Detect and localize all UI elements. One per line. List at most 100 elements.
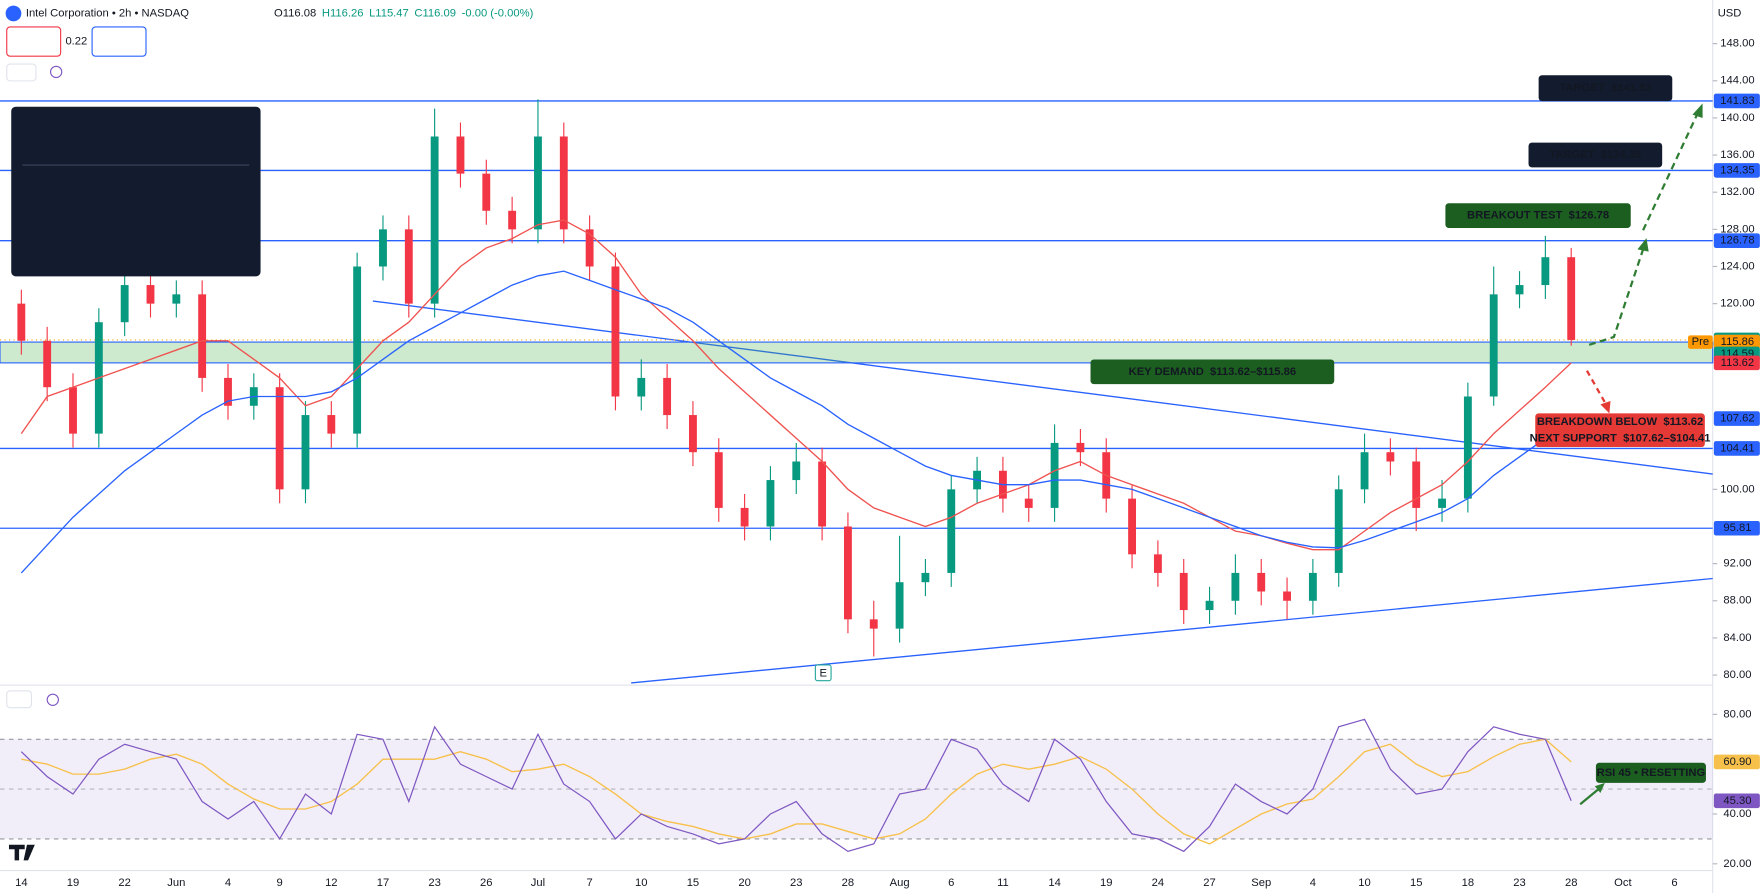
moving-average [20,219,1572,551]
y-tick-label: 140.00 [1720,112,1754,124]
price-badge [1713,441,1760,456]
candle-body [1515,285,1524,295]
x-tick-label: 14 [1048,877,1060,889]
candle-body [353,266,362,434]
ohlc-value: -0.00 (-0.00%) [462,7,534,19]
x-tick-label: 22 [118,877,130,889]
annotation-box [1535,413,1705,448]
symbol: Intel Corporation • 2h • NASDAQ [26,7,189,19]
x-tick-label: 20 [738,877,750,889]
price-badge [1713,233,1760,248]
y-tick-label: 136.00 [1720,149,1754,161]
ohlc-value: O116.08 [274,7,316,19]
candle-body [792,461,801,481]
x-tick-label: 7 [586,877,592,889]
arrow-head [1692,103,1703,118]
annotation-box [1445,203,1631,229]
settings-icon[interactable] [46,693,59,706]
brand-logo [8,844,35,861]
sell-button[interactable] [6,26,62,57]
moving-average [20,270,1572,574]
x-tick-label: 10 [1358,877,1370,889]
pre-badge [1687,335,1713,349]
arrow-head [1600,401,1611,414]
projection-arrow [1588,249,1645,346]
rsi-arrow [1579,787,1600,806]
rsi-signal [21,738,1572,845]
candle-body [404,229,413,304]
candle-body [1153,554,1162,573]
candle-body [947,489,956,573]
x-tick-label: Jun [167,877,185,889]
y-tick-label: 132.00 [1720,186,1754,198]
x-tick-label: 28 [1565,877,1577,889]
annotation-text: BREAKOUT TEST $126.78 [1467,210,1609,222]
candle-body [224,377,232,406]
candle-body [559,136,568,230]
y-tick-label: 100.00 [1720,483,1754,495]
x-tick-label: 6 [1671,877,1677,889]
candle-body [818,461,827,527]
indicator-toggle[interactable] [6,63,37,82]
x-tick-label: 10 [635,877,647,889]
price-badge [1713,163,1760,178]
price-badge-label: 113.62 [1721,357,1754,369]
candle-body [1308,572,1317,601]
y-tick-label: 92.00 [1723,558,1751,570]
candle-body [1024,498,1033,508]
x-tick-label: 4 [1310,877,1316,889]
y-tick-label: 84.00 [1723,632,1751,644]
candle-body [637,377,646,397]
x-tick-label: 23 [428,877,440,889]
ohlc-value: C116.09 [414,7,456,19]
candle-body [17,303,26,341]
annotation-text: BREAKDOWN BELOW $113.62 [1537,416,1703,428]
y-tick-label: 88.00 [1723,595,1751,607]
rsi-toggle[interactable] [6,690,33,709]
candle-body [198,294,207,378]
candle-body [120,285,129,323]
buy-button[interactable] [91,26,147,57]
arrow-head [1594,782,1605,794]
candle-body [585,229,594,267]
candle-body [1231,572,1240,601]
spread: 0.22 [65,36,87,48]
annotation-text: KEY DEMAND $113.62–$115.86 [1129,366,1297,378]
candle-body [327,415,336,434]
candle-body [1076,442,1085,453]
candle-body [611,266,620,397]
price-badge-label: 115.86 [1721,336,1754,348]
candle-body [301,415,310,490]
price-badge-label: 104.41 [1720,442,1754,454]
x-tick-label: 19 [67,877,79,889]
y-tick-label: 80.00 [1723,669,1751,681]
candle-body [1128,498,1137,555]
candle-body [508,210,517,230]
annotation-text: NEXT SUPPORT $107.62–$104.41 [1530,433,1711,445]
settings-icon[interactable] [49,65,63,79]
x-tick-label: 19 [1100,877,1112,889]
x-tick-label: 15 [1410,877,1422,889]
rsi-tick-label: 80.00 [1723,708,1751,720]
price-badge-label: 107.62 [1720,413,1754,425]
candle-body [663,377,672,416]
candle-body [1050,442,1059,508]
price-badge [1713,334,1760,350]
trendline [372,300,1713,475]
candle-body [1334,489,1343,573]
ohlc-value: L115.47 [369,7,409,19]
rsi-badge-label: 45.30 [1723,795,1751,807]
candle-body [869,619,878,629]
symbol-logo[interactable] [5,5,22,22]
y-tick-label: 124.00 [1720,260,1754,272]
x-tick-label: 28 [842,877,854,889]
candle-body [1567,257,1576,340]
annotation-box [1538,75,1673,102]
annotation-text: TARGET $134.35 [1549,149,1641,161]
candle-body [146,285,155,304]
price-badge [1713,411,1760,426]
price-badge [1713,520,1760,536]
